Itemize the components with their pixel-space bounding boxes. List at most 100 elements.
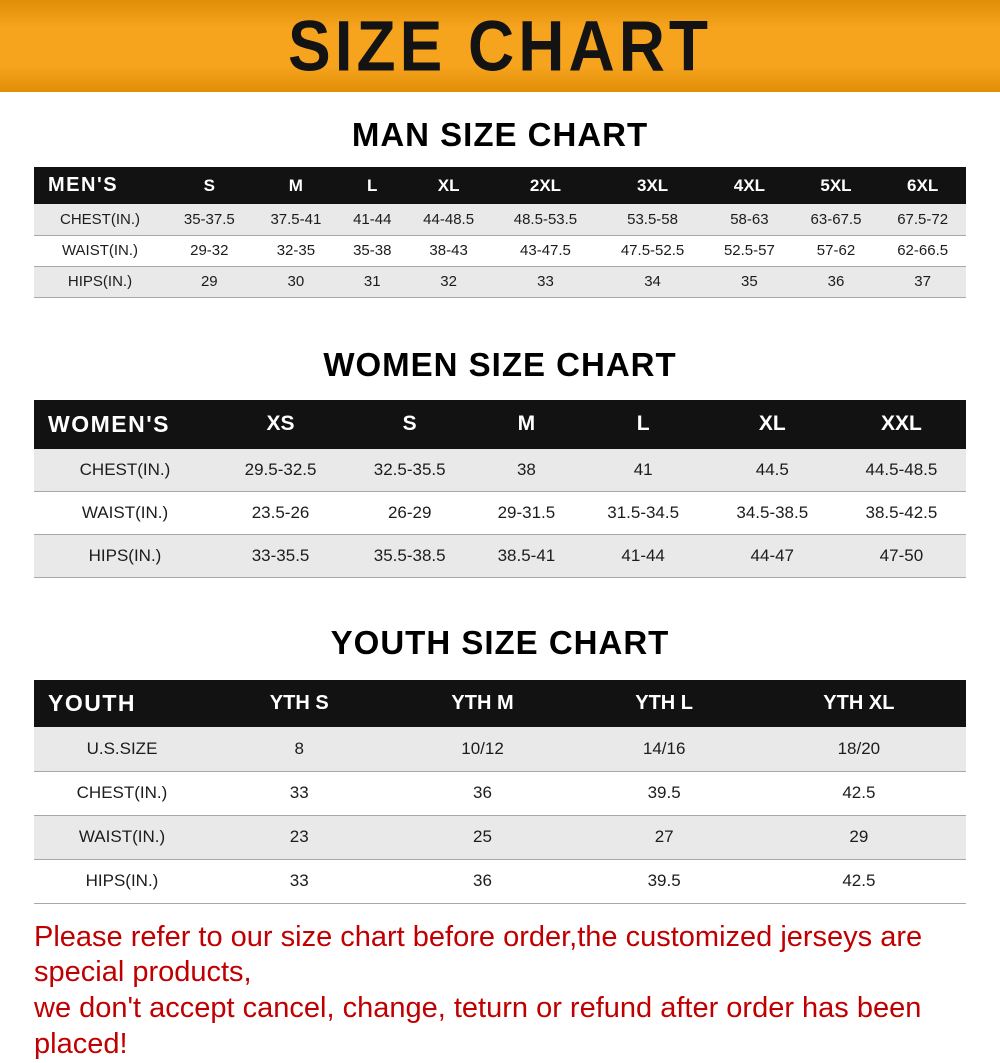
column-header: XL bbox=[405, 167, 492, 204]
table-corner-header: WOMEN'S bbox=[34, 400, 216, 449]
table-cell: 47-50 bbox=[837, 535, 966, 578]
table-cell: 42.5 bbox=[752, 859, 966, 903]
table-cell: 38-43 bbox=[405, 235, 492, 266]
table-cell: 34.5-38.5 bbox=[708, 492, 837, 535]
page-title: SIZE CHART bbox=[288, 5, 712, 88]
table-cell: 36 bbox=[388, 859, 576, 903]
row-label: HIPS(IN.) bbox=[34, 266, 166, 297]
column-header: 4XL bbox=[706, 167, 793, 204]
row-label: CHEST(IN.) bbox=[34, 449, 216, 492]
table-cell: 35.5-38.5 bbox=[345, 535, 474, 578]
table-cell: 23.5-26 bbox=[216, 492, 345, 535]
table-cell: 42.5 bbox=[752, 771, 966, 815]
youth-size-chart-heading: YOUTH SIZE CHART bbox=[0, 624, 1000, 662]
table-cell: 10/12 bbox=[388, 727, 576, 771]
table-cell: 58-63 bbox=[706, 204, 793, 235]
table-cell: 26-29 bbox=[345, 492, 474, 535]
footer-disclaimer: Please refer to our size chart before or… bbox=[34, 920, 1000, 1063]
column-header: YTH XL bbox=[752, 680, 966, 727]
column-header: XS bbox=[216, 400, 345, 449]
table-cell: 33 bbox=[492, 266, 599, 297]
column-header: 5XL bbox=[793, 167, 880, 204]
table-cell: 25 bbox=[388, 815, 576, 859]
table-cell: 57-62 bbox=[793, 235, 880, 266]
column-header: S bbox=[345, 400, 474, 449]
table-cell: 36 bbox=[793, 266, 880, 297]
row-label: HIPS(IN.) bbox=[34, 535, 216, 578]
row-label: HIPS(IN.) bbox=[34, 859, 210, 903]
table-cell: 53.5-58 bbox=[599, 204, 706, 235]
table-cell: 29-32 bbox=[166, 235, 253, 266]
table-cell: 35-37.5 bbox=[166, 204, 253, 235]
table-cell: 38 bbox=[474, 449, 578, 492]
column-header: YTH S bbox=[210, 680, 388, 727]
column-header: M bbox=[253, 167, 340, 204]
table-cell: 37 bbox=[879, 266, 966, 297]
table-cell: 43-47.5 bbox=[492, 235, 599, 266]
table-cell: 62-66.5 bbox=[879, 235, 966, 266]
table-cell: 32-35 bbox=[253, 235, 340, 266]
table-cell: 32 bbox=[405, 266, 492, 297]
table-cell: 38.5-42.5 bbox=[837, 492, 966, 535]
table-cell: 52.5-57 bbox=[706, 235, 793, 266]
table-cell: 32.5-35.5 bbox=[345, 449, 474, 492]
footer-disclaimer-line-2: we don't accept cancel, change, teturn o… bbox=[34, 992, 921, 1060]
table-cell: 31 bbox=[339, 266, 405, 297]
column-header: 6XL bbox=[879, 167, 966, 204]
table-cell: 35 bbox=[706, 266, 793, 297]
table-cell: 39.5 bbox=[577, 859, 752, 903]
table-cell: 29 bbox=[752, 815, 966, 859]
table-cell: 41-44 bbox=[339, 204, 405, 235]
row-label: WAIST(IN.) bbox=[34, 492, 216, 535]
row-label: WAIST(IN.) bbox=[34, 235, 166, 266]
table-cell: 33 bbox=[210, 859, 388, 903]
column-header: YTH M bbox=[388, 680, 576, 727]
table-cell: 38.5-41 bbox=[474, 535, 578, 578]
table-cell: 48.5-53.5 bbox=[492, 204, 599, 235]
column-header: 2XL bbox=[492, 167, 599, 204]
column-header: XXL bbox=[837, 400, 966, 449]
table-cell: 34 bbox=[599, 266, 706, 297]
women-size-chart-heading: WOMEN SIZE CHART bbox=[0, 346, 1000, 384]
column-header: YTH L bbox=[577, 680, 752, 727]
table-corner-header: YOUTH bbox=[34, 680, 210, 727]
row-label: WAIST(IN.) bbox=[34, 815, 210, 859]
table-cell: 41 bbox=[579, 449, 708, 492]
table-cell: 63-67.5 bbox=[793, 204, 880, 235]
column-header: 3XL bbox=[599, 167, 706, 204]
column-header: XL bbox=[708, 400, 837, 449]
table-cell: 44.5-48.5 bbox=[837, 449, 966, 492]
column-header: S bbox=[166, 167, 253, 204]
row-label: CHEST(IN.) bbox=[34, 771, 210, 815]
table-cell: 41-44 bbox=[579, 535, 708, 578]
size-chart-banner: SIZE CHART bbox=[0, 0, 1000, 92]
table-cell: 37.5-41 bbox=[253, 204, 340, 235]
table-cell: 23 bbox=[210, 815, 388, 859]
table-cell: 35-38 bbox=[339, 235, 405, 266]
table-cell: 47.5-52.5 bbox=[599, 235, 706, 266]
column-header: M bbox=[474, 400, 578, 449]
table-cell: 18/20 bbox=[752, 727, 966, 771]
table-cell: 8 bbox=[210, 727, 388, 771]
table-cell: 29 bbox=[166, 266, 253, 297]
table-cell: 44.5 bbox=[708, 449, 837, 492]
table-cell: 29-31.5 bbox=[474, 492, 578, 535]
table-cell: 31.5-34.5 bbox=[579, 492, 708, 535]
table-cell: 39.5 bbox=[577, 771, 752, 815]
footer-disclaimer-line-1: Please refer to our size chart before or… bbox=[34, 921, 922, 989]
column-header: L bbox=[579, 400, 708, 449]
